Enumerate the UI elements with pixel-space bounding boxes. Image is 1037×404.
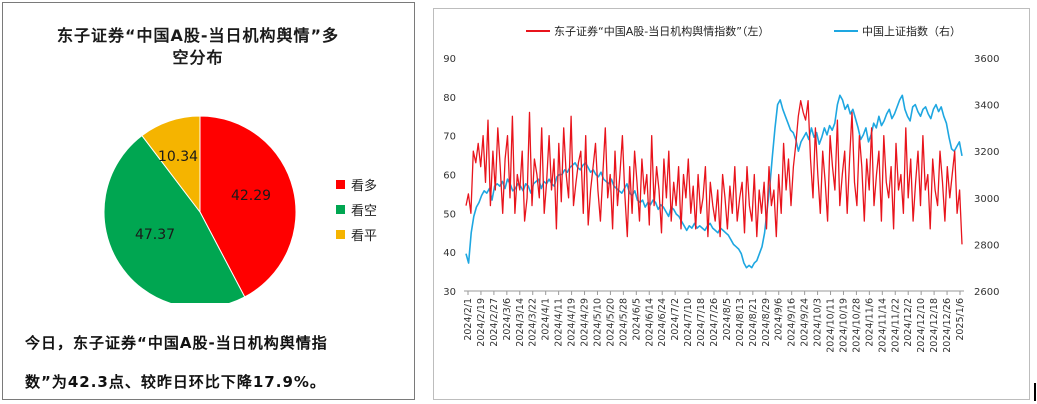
x-tick-label-27: 2024/9/24 <box>800 298 811 347</box>
pie-legend-item-3: 看平 <box>336 225 377 244</box>
x-tick-label-20: 2024/7/26 <box>709 298 720 347</box>
pie-slice-1 <box>199 115 297 298</box>
x-tick-label-9: 2024/4/19 <box>567 298 578 347</box>
x-tick-label-37: 2024/12/18 <box>929 298 940 353</box>
line-chart: 30 40 50 60 70 80 90 2600 2800 3000 3200 3400 3600 20… <box>443 54 999 353</box>
pie-data-label-2: 47.37 <box>135 227 175 243</box>
x-tick-label-19: 2024/7/18 <box>696 298 707 347</box>
x-tick-label-15: 2024/6/14 <box>644 298 655 347</box>
x-tick-label-25: 2024/9/6 <box>774 298 785 341</box>
y-left-tick-4: 60 <box>443 171 456 182</box>
x-tick-label-34: 2024/11/22 <box>890 298 901 353</box>
x-tick-label-6: 2024/3/22 <box>528 298 539 347</box>
sentiment-series-line <box>465 100 963 245</box>
x-tick-label-2: 2024/2/19 <box>476 298 487 347</box>
pie-legend-label-3: 看平 <box>351 229 378 244</box>
pie-chart-panel: 东子证券“中国A股-当日机构舆情”多 空分布 42.29 47.37 10.34 看… <box>2 2 415 400</box>
line-chart-panel: 东子证券“中国A股-当日机构舆情指数”（左） 中国上证指数（右） 30 40 50 6… <box>433 8 1030 400</box>
x-tick-label-36: 2024/12/10 <box>916 298 927 353</box>
x-tick-label-22: 2024/8/13 <box>735 298 746 347</box>
x-tick-label-11: 2024/5/10 <box>592 298 603 347</box>
x-tick-label-14: 2024/6/5 <box>631 298 642 341</box>
x-tick-label-31: 2024/10/28 <box>851 298 862 353</box>
x-tick-label-24: 2024/8/29 <box>761 298 772 347</box>
y-left-tick-3: 50 <box>443 209 456 220</box>
y-left-tick-7: 90 <box>443 54 456 65</box>
edge-marker <box>1034 383 1036 401</box>
x-tick-label-33: 2024/11/14 <box>877 298 888 353</box>
pie-chart: 42.29 47.37 10.34 <box>103 115 297 303</box>
y-right-tick-3: 3000 <box>974 194 999 205</box>
pie-slice-2 <box>103 134 246 303</box>
y-right-tick-1: 2600 <box>974 287 999 298</box>
pie-title-line-1: 东子证券“中国A股-当日机构舆情”多 <box>56 26 340 45</box>
x-tick-label-38: 2024/12/26 <box>942 298 953 353</box>
pie-data-label-1: 42.29 <box>231 188 271 204</box>
x-tick-label-4: 2024/3/6 <box>502 298 513 341</box>
x-tick-label-28: 2024/10/3 <box>813 298 824 347</box>
pie-legend-item-1: 看多 <box>336 175 377 194</box>
y-right-tick-4: 3200 <box>974 147 999 158</box>
x-tick-label-18: 2024/7/10 <box>683 298 694 347</box>
legend-sentiment: 东子证券“中国A股-当日机构舆情指数”（左） <box>526 23 769 39</box>
x-tick-label-17: 2024/7/2 <box>670 298 681 341</box>
summary-line-1: 今日，东子证券“中国A股-当日机构舆情指 <box>25 334 328 352</box>
x-tick-label-23: 2024/8/21 <box>748 298 759 347</box>
x-tick-label-16: 2024/6/24 <box>657 298 668 347</box>
pie-chart-title: 东子证券“中国A股-当日机构舆情”多 空分布 <box>3 25 393 69</box>
x-tick-label-12: 2024/5/20 <box>605 298 616 347</box>
pie-legend-swatch-1 <box>336 180 345 189</box>
summary-line-2: 数”为42.3点、较昨日环比下降17.9%。 <box>25 373 326 391</box>
y-left-tick-5: 70 <box>443 132 456 143</box>
x-tick-label-13: 2024/5/28 <box>618 298 629 347</box>
y-left-tick-2: 40 <box>443 248 456 259</box>
y-right-tick-6: 3600 <box>974 54 999 65</box>
pie-legend-label-2: 看空 <box>351 204 378 219</box>
y-left-tick-1: 30 <box>443 287 456 298</box>
x-tick-label-5: 2024/3/14 <box>515 298 526 347</box>
x-tick-label-35: 2024/12/2 <box>903 298 914 347</box>
pie-legend-item-2: 看空 <box>336 200 377 219</box>
x-tick-label-29: 2024/10/11 <box>826 298 837 353</box>
x-tick-label-10: 2024/4/29 <box>580 298 591 347</box>
x-tick-label-39: 2025/1/6 <box>955 298 966 341</box>
x-tick-label-32: 2024/11/6 <box>864 298 875 347</box>
pie-legend-swatch-3 <box>336 230 345 239</box>
legend-sentiment-swatch <box>526 30 550 32</box>
legend-sentiment-label: 东子证券“中国A股-当日机构舆情指数”（左） <box>554 25 770 38</box>
x-tick-label-8: 2024/4/11 <box>554 298 565 347</box>
x-tick-label-26: 2024/9/16 <box>787 298 798 347</box>
x-tick-label-3: 2024/2/27 <box>489 298 500 347</box>
pie-legend-label-1: 看多 <box>351 179 378 194</box>
pie-data-label-3: 10.34 <box>158 149 198 165</box>
x-tick-label-1: 2024/2/1 <box>463 298 474 341</box>
x-tick-label-21: 2024/8/5 <box>722 298 733 341</box>
legend-index: 中国上证指数（右） <box>834 23 961 39</box>
x-tick-label-30: 2024/10/19 <box>838 298 849 353</box>
pie-title-line-2: 空分布 <box>172 48 224 67</box>
y-right-tick-2: 2800 <box>974 240 999 251</box>
y-right-tick-5: 3400 <box>974 101 999 112</box>
pie-slice-3 <box>141 115 201 214</box>
legend-index-swatch <box>834 30 858 32</box>
pie-legend-swatch-2 <box>336 205 345 214</box>
index-series-line <box>465 94 963 269</box>
legend-index-label: 中国上证指数（右） <box>862 25 961 38</box>
y-left-tick-6: 80 <box>443 93 456 104</box>
x-tick-label-7: 2024/4/1 <box>541 298 552 341</box>
